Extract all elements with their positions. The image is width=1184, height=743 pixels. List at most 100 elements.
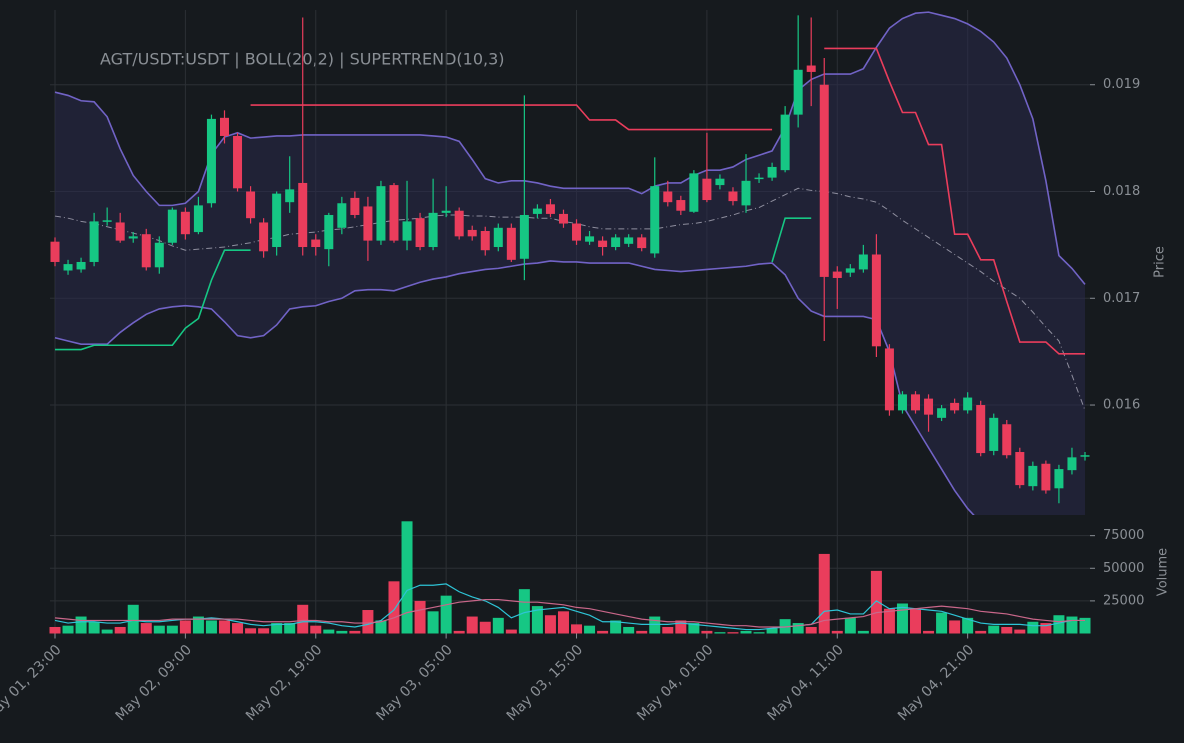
candle-body	[233, 135, 243, 189]
candle-body	[963, 397, 973, 411]
candle-body	[193, 205, 203, 233]
volume-bar	[857, 630, 869, 634]
volume-bar	[166, 625, 178, 634]
candle-body	[285, 189, 295, 203]
candle-body	[1028, 465, 1038, 487]
volume-bar	[792, 623, 804, 634]
volume-bar	[818, 553, 830, 634]
candle-body	[637, 237, 647, 249]
candle-body	[1080, 455, 1090, 457]
volume-bar	[258, 628, 270, 634]
volume-bar	[623, 626, 635, 634]
candle-body	[1002, 424, 1012, 456]
candle-body	[663, 191, 673, 203]
volume-bar	[218, 620, 230, 634]
candle-body	[715, 178, 725, 186]
candle-body	[337, 203, 347, 228]
volume-bar	[192, 616, 204, 634]
volume-bar	[127, 604, 139, 634]
y-tick-label: 25000	[1103, 593, 1144, 608]
volume-bar	[75, 616, 87, 634]
overlay-line	[250, 47, 1085, 355]
candle-body	[1015, 452, 1025, 486]
y-tick-label: 0.016	[1103, 398, 1140, 413]
volume-bar	[479, 621, 491, 634]
volume-bar	[923, 630, 935, 634]
candle-body	[428, 212, 438, 248]
candle-body	[272, 193, 282, 248]
candle-body	[572, 223, 582, 241]
candle-body	[493, 227, 503, 248]
candle-body	[1054, 469, 1064, 489]
candle-body	[415, 218, 425, 248]
volume-bar	[101, 629, 113, 634]
candle-body	[897, 394, 907, 411]
volume-bar	[232, 623, 244, 634]
volume-ma-line	[54, 598, 1085, 628]
volume-bar	[870, 570, 882, 634]
candle-body	[728, 191, 738, 202]
volume-bar	[205, 620, 217, 634]
volume-bar	[453, 630, 465, 634]
candle-body	[1041, 463, 1051, 491]
volume-bar	[753, 632, 765, 634]
candle-body	[206, 118, 216, 204]
candle-body	[115, 222, 125, 241]
candle-body	[624, 237, 634, 244]
volume-bar	[349, 630, 361, 634]
candle-body	[819, 84, 829, 277]
candle-body	[937, 408, 947, 418]
volume-bar	[675, 620, 687, 634]
candle-body	[402, 221, 412, 241]
volume-bar	[949, 620, 961, 634]
volume-bar	[336, 630, 348, 634]
volume-bar	[531, 606, 543, 634]
volume-bar	[362, 610, 374, 634]
candle-body	[741, 180, 751, 206]
candle-body	[506, 227, 516, 260]
volume-bar	[401, 521, 413, 634]
candle-body	[324, 214, 334, 250]
candle-body	[871, 254, 881, 347]
volume-bar	[831, 630, 843, 634]
volume-bar	[649, 616, 661, 634]
overlay-line	[54, 187, 1086, 411]
candle-body	[832, 271, 842, 278]
volume-bar	[505, 629, 517, 634]
volume-bar	[427, 611, 439, 634]
volume-bar	[375, 620, 387, 634]
candle-body	[76, 261, 86, 270]
candle-body	[389, 185, 399, 241]
candle-body	[689, 173, 699, 212]
volume-bar	[114, 626, 126, 634]
volume-bar	[271, 623, 283, 634]
volume-bar	[388, 581, 400, 634]
candle-body	[806, 65, 816, 72]
candle-body	[259, 222, 269, 252]
overlay-line	[55, 217, 812, 351]
volume-bar	[975, 630, 987, 634]
volume-bar	[1001, 626, 1013, 634]
volume-bar	[1066, 616, 1078, 634]
candle-body	[780, 114, 790, 171]
y-tick-label: 75000	[1103, 528, 1144, 543]
candle-body	[298, 182, 308, 248]
volume-axis-label: Volume	[1156, 548, 1171, 596]
candle-body	[167, 209, 177, 243]
volume-bar	[805, 626, 817, 634]
candle-body	[441, 210, 451, 213]
volume-bar	[492, 617, 504, 634]
volume-bar	[1027, 621, 1039, 634]
candle-body	[702, 178, 712, 201]
candle-body	[754, 177, 764, 180]
volume-bar	[701, 630, 713, 634]
volume-bar	[597, 630, 609, 634]
candle-body	[989, 417, 999, 451]
y-tick-label: 0.019	[1103, 77, 1140, 92]
volume-bar	[740, 630, 752, 634]
volume-bar	[1079, 617, 1091, 634]
volume-bar	[584, 625, 596, 634]
volume-bar	[297, 604, 309, 634]
volume-bar	[179, 620, 191, 634]
